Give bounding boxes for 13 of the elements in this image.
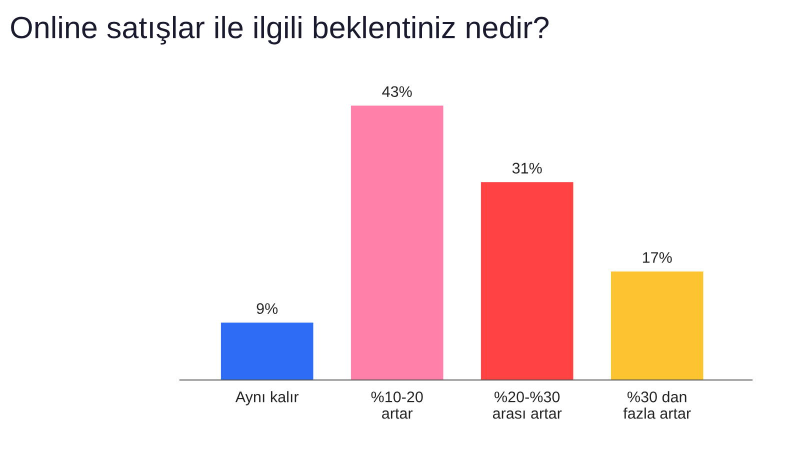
- data-label: 43%: [382, 86, 412, 98]
- bar: [220, 322, 314, 380]
- data-label: 17%: [642, 252, 672, 263]
- x-tick-label: %30 dan fazla artar: [623, 391, 691, 419]
- data-label: 31%: [512, 162, 542, 174]
- bar: [610, 272, 704, 380]
- bar: [350, 106, 444, 380]
- x-tick-label: Aynı kalır: [235, 391, 299, 406]
- bar: [480, 182, 574, 380]
- chart-title: Online satışlar ile ilgili beklentiniz nedir?: [11, 16, 549, 45]
- x-tick-label: %10-20 artar: [371, 392, 423, 419]
- data-label: 9%: [256, 303, 278, 314]
- x-tick-label: %20-%30 arası artar: [492, 392, 562, 419]
